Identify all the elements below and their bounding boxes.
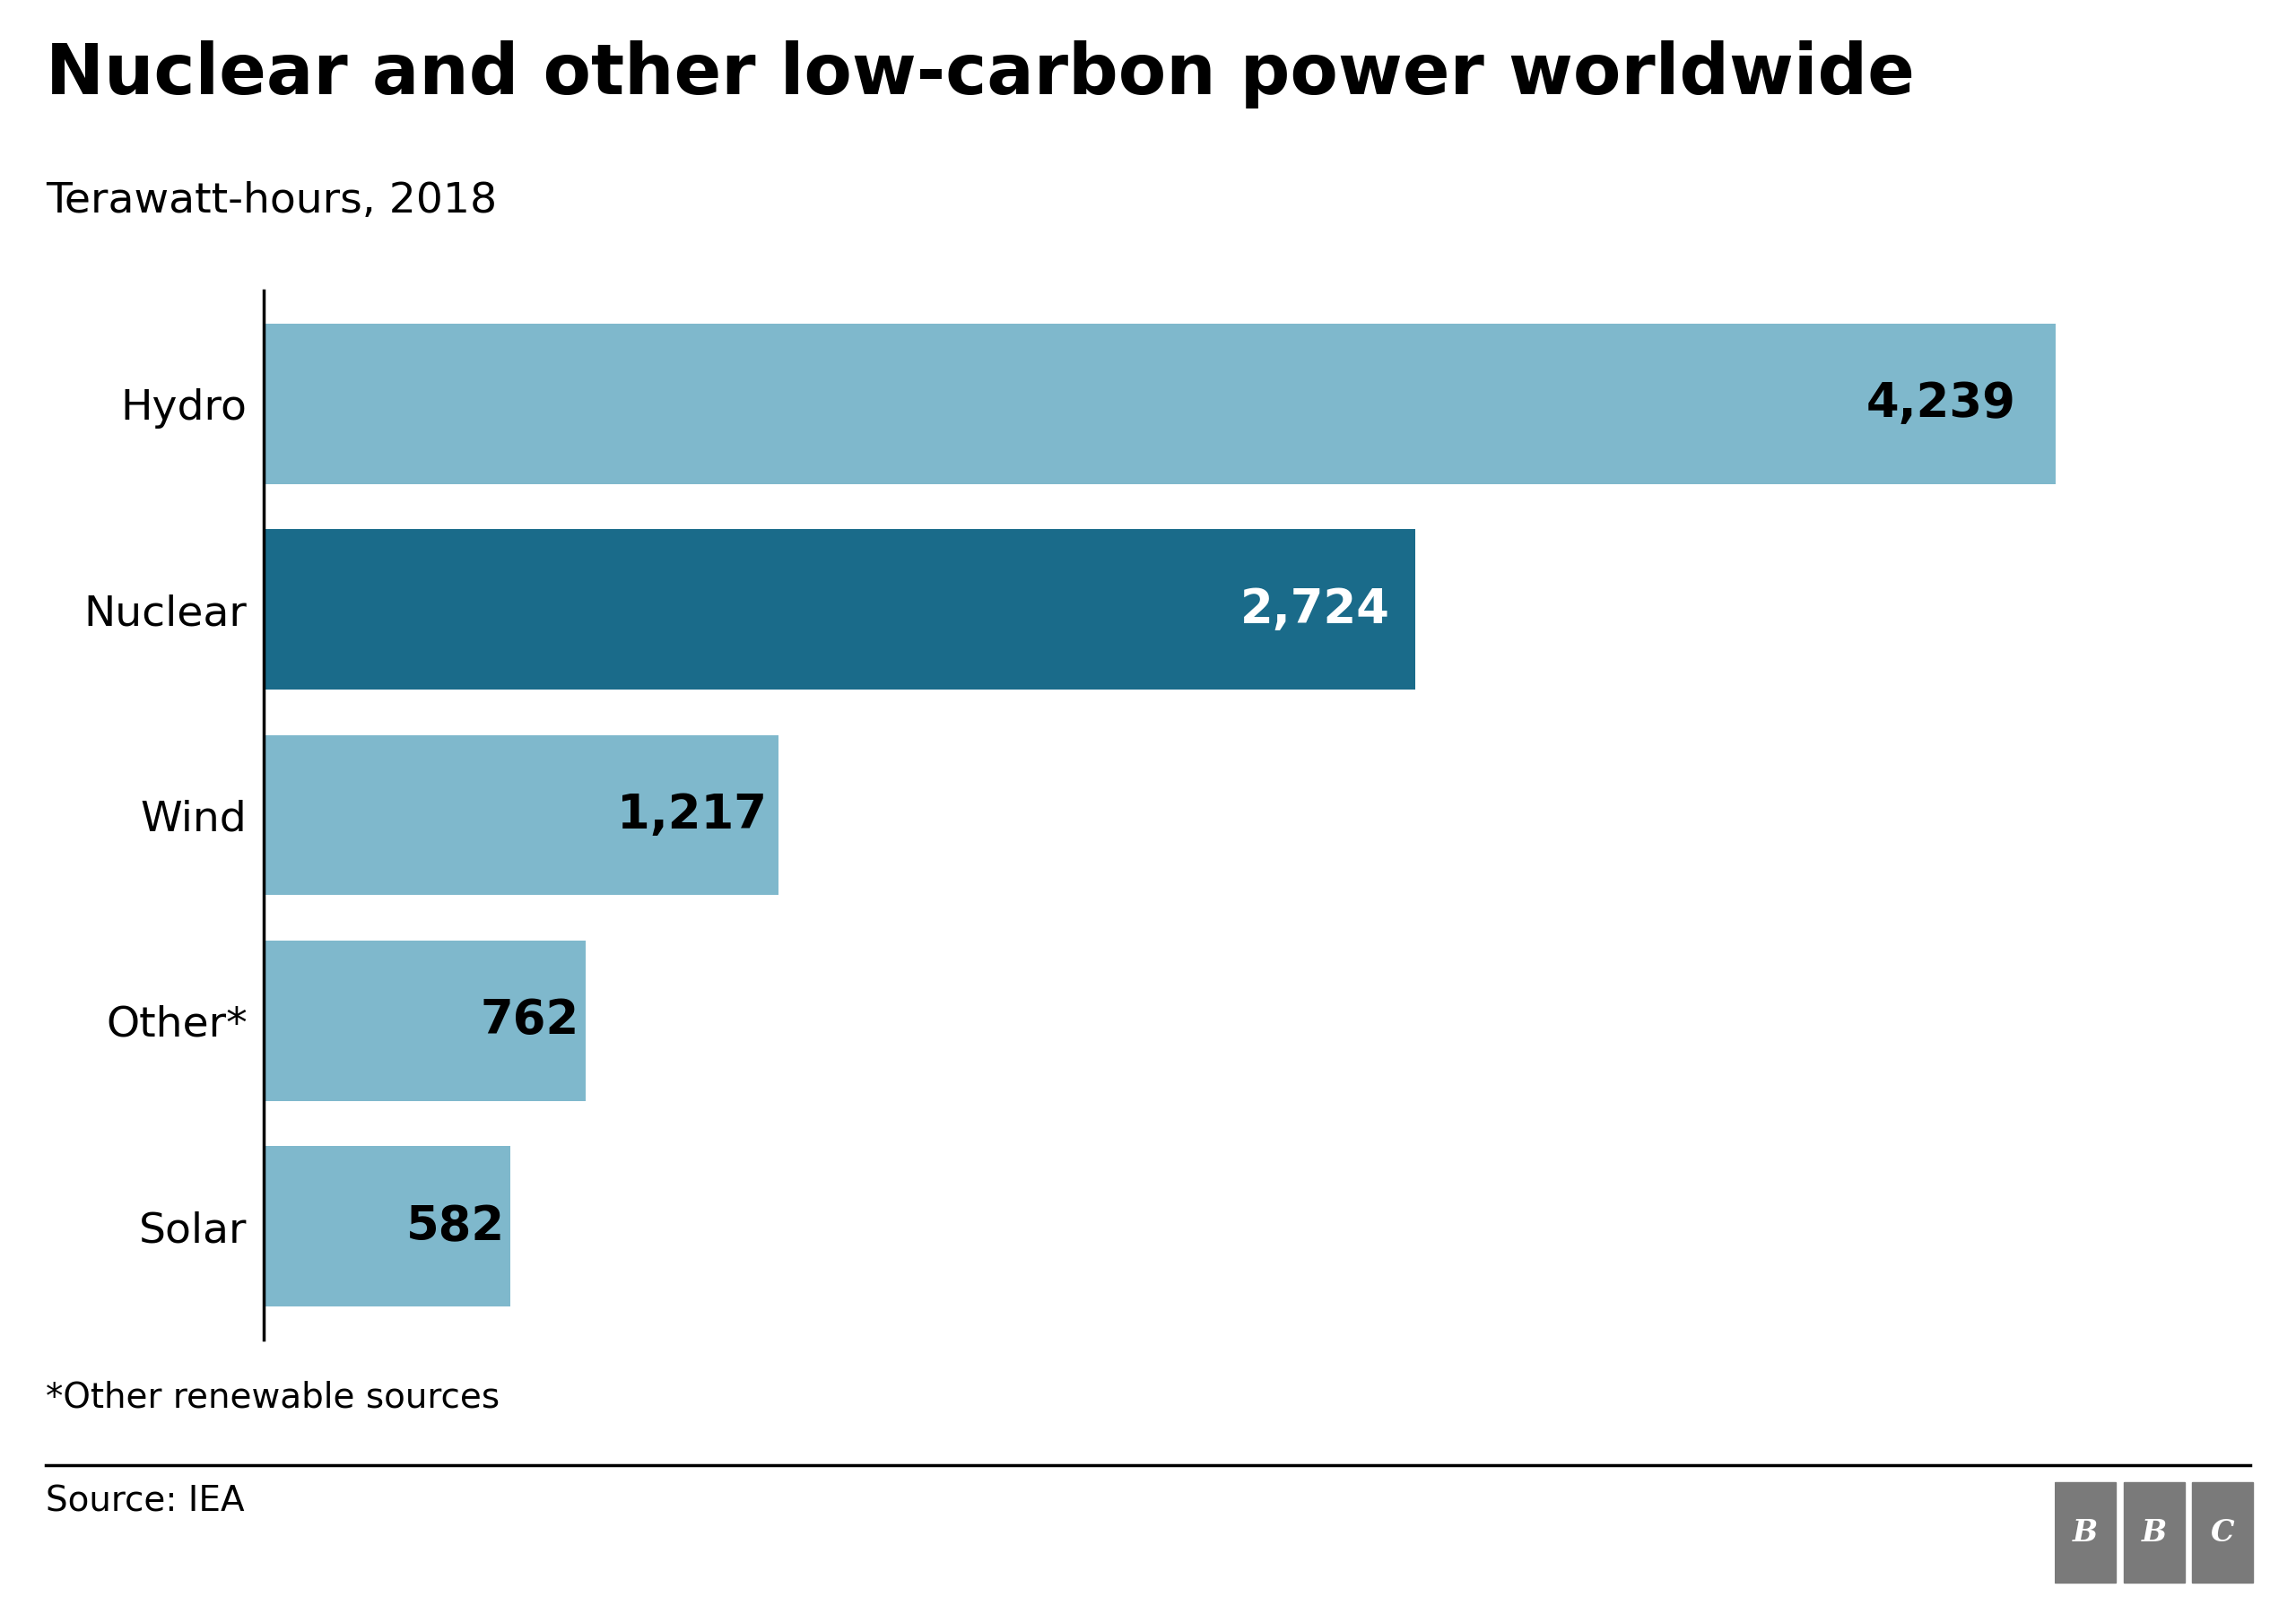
Text: Source: IEA: Source: IEA bbox=[46, 1485, 246, 1519]
Text: Terawatt-hours, 2018: Terawatt-hours, 2018 bbox=[46, 181, 498, 221]
Bar bbox=[2055, 1482, 2117, 1583]
Bar bbox=[264, 941, 585, 1101]
Bar bbox=[264, 734, 778, 896]
Text: 582: 582 bbox=[406, 1202, 505, 1249]
Bar bbox=[2124, 1482, 2186, 1583]
Text: 762: 762 bbox=[480, 997, 579, 1044]
Text: B: B bbox=[2073, 1517, 2099, 1548]
Bar bbox=[264, 529, 1414, 689]
Text: *Other renewable sources: *Other renewable sources bbox=[46, 1380, 501, 1414]
Bar bbox=[2193, 1482, 2252, 1583]
Bar bbox=[264, 1146, 510, 1307]
Text: B: B bbox=[2142, 1517, 2167, 1548]
Bar bbox=[264, 323, 2055, 484]
Text: 2,724: 2,724 bbox=[1240, 586, 1389, 633]
Text: 1,217: 1,217 bbox=[618, 792, 767, 838]
Text: C: C bbox=[2211, 1517, 2234, 1548]
Text: 4,239: 4,239 bbox=[1867, 381, 2016, 428]
Text: Nuclear and other low-carbon power worldwide: Nuclear and other low-carbon power world… bbox=[46, 40, 1915, 108]
